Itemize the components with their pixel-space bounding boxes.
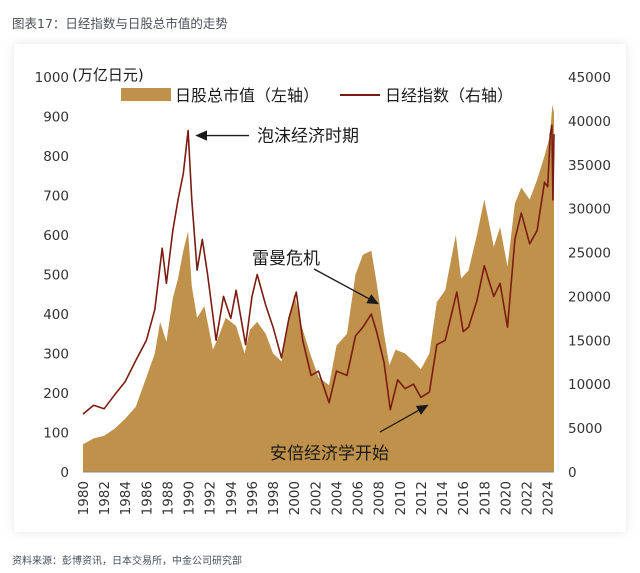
legend-area-label: 日股总市值（左轴） xyxy=(175,86,319,105)
x-tick-label: 2024 xyxy=(541,481,557,515)
market-cap-area xyxy=(83,104,554,472)
x-tick-label: 2006 xyxy=(351,481,367,515)
x-tick-label: 1988 xyxy=(160,481,176,515)
x-tick-label: 1990 xyxy=(182,481,198,515)
y-right-tick-label: 20000 xyxy=(568,289,611,305)
y-left-tick-label: 300 xyxy=(43,347,69,363)
y-right-tick-label: 45000 xyxy=(568,70,611,86)
x-tick-label: 1996 xyxy=(245,481,261,515)
y-left-tick-label: 600 xyxy=(43,228,69,244)
y-right-tick-label: 35000 xyxy=(568,158,611,174)
figure-title: 图表17：日经指数与日股总市值的走势 xyxy=(12,16,228,31)
unit-label: (万亿日元) xyxy=(72,66,144,84)
x-tick-label: 1994 xyxy=(224,481,240,515)
y-right-tick-label: 0 xyxy=(568,465,577,481)
x-tick-label: 1998 xyxy=(266,481,282,515)
y-left-tick-label: 500 xyxy=(43,268,69,284)
y-right-tick-label: 25000 xyxy=(568,246,611,262)
y-left-tick-label: 800 xyxy=(43,149,69,165)
chart-svg: 0 100 200 300 400 500 600 700 800 900 1000 (万亿日元) 0… xyxy=(35,66,611,515)
nikkei-line xyxy=(82,124,555,415)
y-left-tick-label: 0 xyxy=(60,465,69,481)
x-tick-label: 2014 xyxy=(435,481,451,515)
y-left-tick-label: 900 xyxy=(43,110,69,126)
x-tick-label: 2000 xyxy=(287,481,303,515)
annotation-bubble: 泡沫经济时期 xyxy=(257,127,359,147)
x-tick-label: 2012 xyxy=(414,481,430,515)
x-tick-label: 1980 xyxy=(76,481,92,515)
left-axis: 0 100 200 300 400 500 600 700 800 900 1000 (万亿日元) xyxy=(35,66,144,481)
x-tick-label: 2018 xyxy=(477,481,493,515)
x-tick-label: 1986 xyxy=(139,481,155,515)
x-tick-label: 2022 xyxy=(520,481,536,515)
y-left-tick-label: 1000 xyxy=(35,70,69,86)
x-axis: 1980 1982 1984 1986 1988 1990 1992 1994 1996 1998… xyxy=(76,471,557,515)
x-tick-label: 2016 xyxy=(456,481,472,515)
annotation-lehman: 雷曼危机 xyxy=(252,249,320,269)
x-tick-label: 2008 xyxy=(372,481,388,515)
market-cap-area-layer xyxy=(83,104,554,472)
x-tick-label: 1982 xyxy=(97,481,113,515)
legend-area-swatch xyxy=(121,88,171,101)
right-axis: 0 5000 10000 15000 20000 25000 30000 35000 40000… xyxy=(568,70,611,481)
annotation-arrow-abenomics xyxy=(379,404,429,433)
y-right-tick-label: 5000 xyxy=(568,421,602,437)
y-left-tick-label: 100 xyxy=(43,426,69,442)
y-right-tick-label: 10000 xyxy=(568,377,611,393)
annotation-abenomics: 安倍经济学开始 xyxy=(270,444,389,464)
x-tick-label: 1984 xyxy=(118,481,134,515)
y-left-tick-label: 700 xyxy=(43,189,69,205)
x-tick-label: 1992 xyxy=(203,481,219,515)
y-left-tick-label: 200 xyxy=(43,386,69,402)
legend: 日股总市值（左轴） 日经指数（右轴） xyxy=(121,86,513,105)
nikkei-line-layer xyxy=(82,124,555,415)
y-right-tick-label: 40000 xyxy=(568,114,611,130)
x-tick-label: 2004 xyxy=(329,481,345,515)
legend-line-label: 日经指数（右轴） xyxy=(385,86,513,105)
source-note: 资料来源：彭博资讯，日本交易所，中金公司研究部 xyxy=(12,556,242,567)
chart-frame: 0 100 200 300 400 500 600 700 800 900 1000 (万亿日元) 0… xyxy=(14,44,626,532)
x-tick-label: 2020 xyxy=(498,481,514,515)
y-right-tick-label: 15000 xyxy=(568,333,611,349)
annotation-arrow-lehman xyxy=(313,268,380,305)
y-right-tick-label: 30000 xyxy=(568,202,611,218)
x-tick-label: 2002 xyxy=(308,481,324,515)
y-left-tick-label: 400 xyxy=(43,307,69,323)
x-tick-label: 2010 xyxy=(393,481,409,515)
